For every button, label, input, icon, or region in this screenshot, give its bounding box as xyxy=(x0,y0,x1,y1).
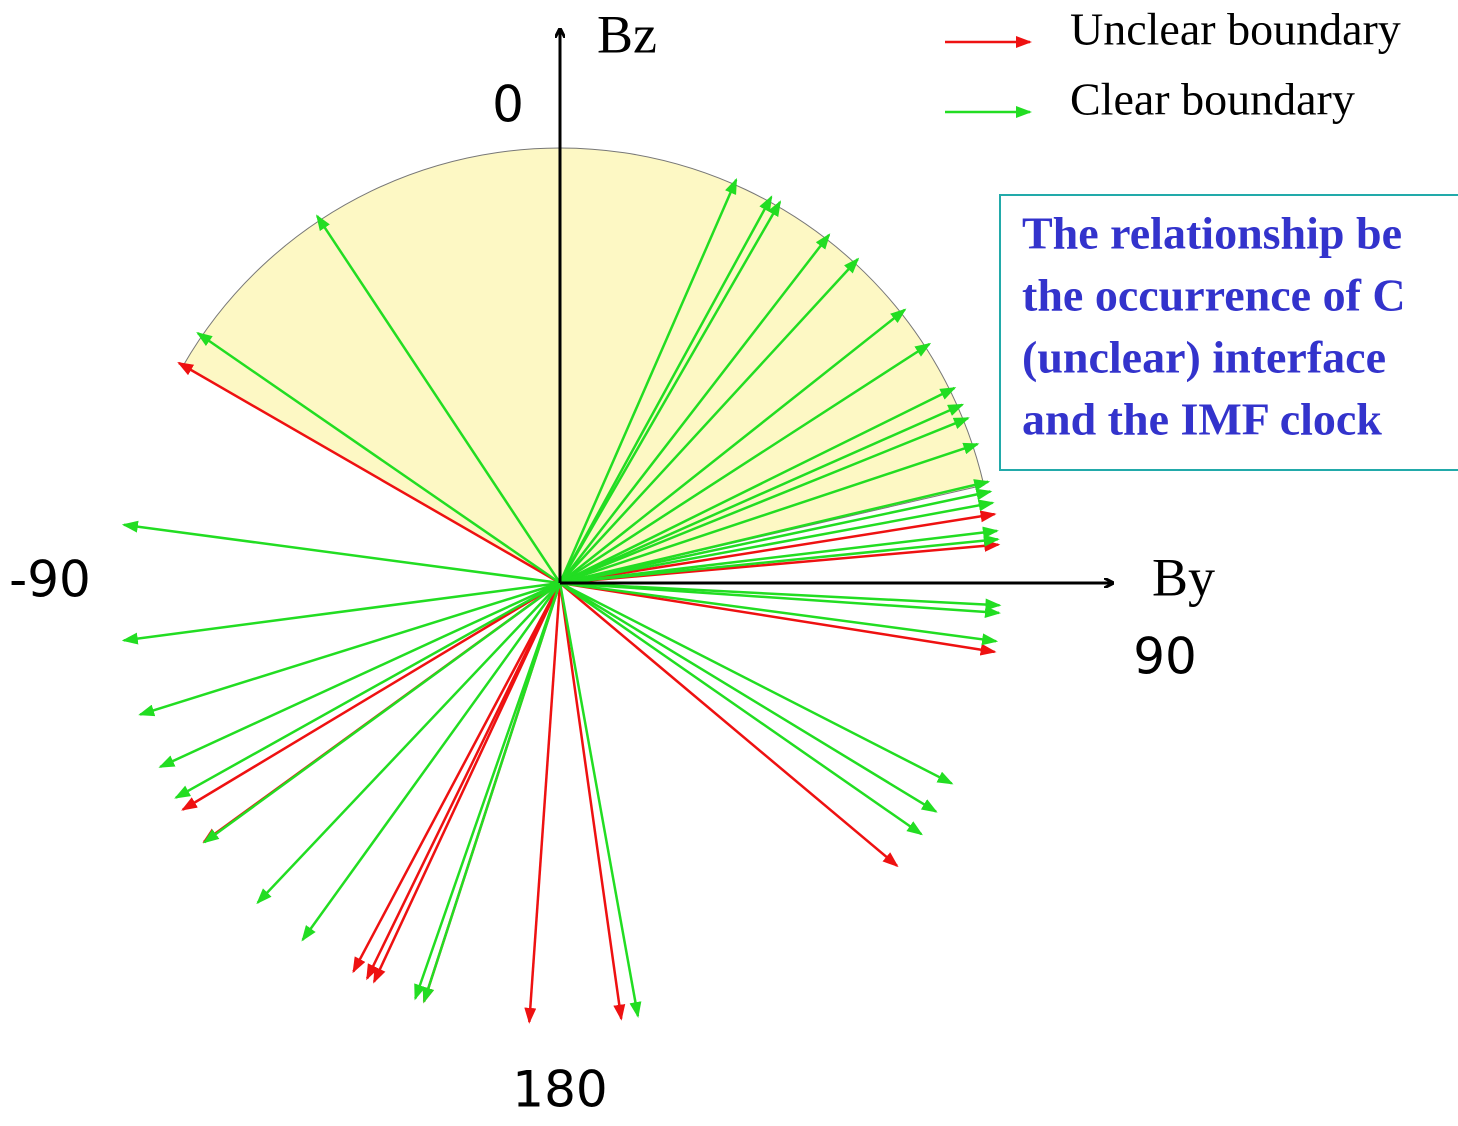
legend-label: Clear boundary xyxy=(1070,74,1355,125)
clock-arrow xyxy=(177,361,561,585)
clock-arrow xyxy=(559,510,997,585)
clock-arrow xyxy=(121,520,561,585)
clock-arrow xyxy=(181,581,561,811)
clock-arrow xyxy=(559,581,923,836)
clock-arrow xyxy=(414,582,562,1001)
angle-tick-label: 180 xyxy=(512,1061,607,1119)
clock-arrow xyxy=(559,581,954,785)
clock-arrow xyxy=(559,479,991,585)
clock-arrow xyxy=(422,582,562,1004)
clock-arrow xyxy=(301,582,562,942)
clock-arrow xyxy=(559,308,907,584)
note-box: The relationship be the occurrence of C (u… xyxy=(999,194,1458,471)
clock-arrow xyxy=(121,581,561,645)
clock-arrow xyxy=(559,582,899,868)
note-line: the occurrence of C xyxy=(1022,270,1406,321)
clock-arrow xyxy=(202,581,561,844)
note-line: The relationship be xyxy=(1022,208,1402,259)
clock-arrow xyxy=(559,417,970,585)
clock-arrow xyxy=(559,233,831,584)
clock-arrow xyxy=(559,257,860,584)
clock-arrow xyxy=(558,200,782,584)
angle-tick-label: 0 xyxy=(492,76,524,134)
x-axis-label: By xyxy=(1152,547,1215,607)
clock-arrow xyxy=(558,177,738,584)
clock-arrow xyxy=(174,581,561,799)
clock-arrow xyxy=(559,342,932,585)
y-axis-label: Bz xyxy=(597,4,657,64)
clock-arrow xyxy=(559,442,980,585)
clock-arrow xyxy=(316,214,562,584)
note-frame xyxy=(999,194,1458,471)
clock-arrow xyxy=(524,582,562,1024)
clock-arrow xyxy=(559,581,1001,618)
legend-label: Unclear boundary xyxy=(1070,4,1401,55)
clock-arrow xyxy=(558,582,626,1021)
clock-arrow xyxy=(559,526,999,585)
clock-arrow xyxy=(559,534,1000,585)
clock-arrow xyxy=(558,195,773,584)
clock-arrow xyxy=(559,581,1002,611)
clock-arrow xyxy=(559,403,965,585)
clock-arrow xyxy=(559,386,957,585)
clock-arrow xyxy=(558,582,642,1019)
clock-arrow xyxy=(196,332,561,585)
clock-arrow xyxy=(559,488,993,585)
clock-arrow xyxy=(365,582,562,981)
clock-arrow xyxy=(559,499,995,585)
clock-arrow xyxy=(158,581,561,768)
clock-arrow xyxy=(256,582,561,905)
note-line: (unclear) interface xyxy=(1022,332,1386,383)
angle-tick-label: 90 xyxy=(1133,628,1197,686)
clock-arrow xyxy=(138,581,561,717)
angle-tick-label: -90 xyxy=(9,551,91,609)
clock-arrow xyxy=(559,581,997,656)
clock-arrow xyxy=(372,582,562,984)
note-line: and the IMF clock xyxy=(1022,394,1382,445)
clock-arrow xyxy=(352,582,562,974)
clock-arrow xyxy=(559,581,999,646)
clock-arrow xyxy=(559,581,938,813)
